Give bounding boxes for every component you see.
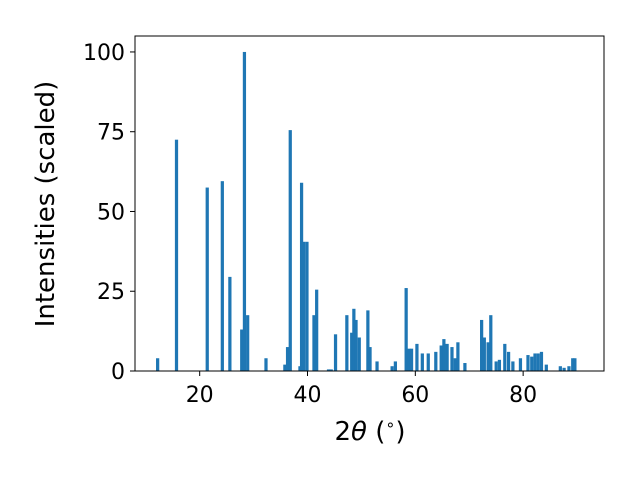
y-tick-label: 100 bbox=[83, 41, 125, 66]
bar bbox=[240, 329, 244, 371]
y-axis-ticks: 0 25 50 75 100 bbox=[83, 41, 135, 385]
bar bbox=[156, 358, 160, 371]
bar bbox=[350, 332, 354, 371]
bar bbox=[453, 358, 457, 371]
bar bbox=[174, 139, 179, 371]
x-tick-label: 20 bbox=[186, 383, 214, 408]
bar bbox=[539, 351, 544, 371]
bar bbox=[497, 359, 502, 371]
bar bbox=[463, 363, 467, 371]
bar bbox=[434, 351, 438, 371]
bar bbox=[573, 358, 577, 371]
bar bbox=[409, 348, 414, 371]
y-tick-label: 0 bbox=[111, 360, 125, 385]
bar bbox=[220, 181, 224, 371]
bar bbox=[264, 358, 268, 371]
bar bbox=[450, 347, 454, 371]
bar bbox=[404, 288, 408, 371]
bar bbox=[375, 361, 379, 371]
bar bbox=[426, 353, 430, 371]
bar bbox=[562, 367, 566, 371]
bar bbox=[283, 364, 287, 371]
bar bbox=[536, 353, 540, 371]
bar bbox=[518, 358, 523, 371]
bar bbox=[329, 369, 333, 371]
bar bbox=[390, 366, 394, 371]
bar bbox=[393, 361, 397, 371]
bar bbox=[526, 355, 530, 371]
bar bbox=[482, 337, 486, 371]
bar bbox=[494, 361, 498, 371]
bar bbox=[315, 289, 319, 371]
bar bbox=[354, 319, 358, 371]
bar bbox=[333, 334, 338, 371]
bar bbox=[489, 315, 493, 371]
bar bbox=[302, 241, 306, 371]
bar bbox=[530, 356, 534, 371]
bar bbox=[357, 337, 361, 371]
x-axis-ticks: 20 40 60 80 bbox=[186, 371, 537, 408]
y-tick-label: 75 bbox=[97, 121, 125, 146]
y-axis-label: Intensities (scaled) bbox=[31, 81, 61, 328]
bar bbox=[285, 347, 290, 371]
bar bbox=[442, 339, 446, 371]
bar bbox=[511, 361, 515, 371]
bar bbox=[242, 51, 247, 371]
bar bbox=[544, 364, 548, 371]
bar bbox=[533, 353, 537, 371]
bar bbox=[558, 366, 562, 371]
bar bbox=[246, 315, 250, 371]
bar bbox=[345, 315, 349, 371]
bar bbox=[298, 366, 302, 371]
bar bbox=[503, 343, 507, 371]
bar bbox=[456, 342, 460, 371]
x-axis-label: 2θ (∘) bbox=[334, 415, 405, 447]
bar bbox=[415, 343, 419, 371]
bar bbox=[205, 187, 209, 371]
y-tick-label: 25 bbox=[97, 280, 125, 305]
bar bbox=[326, 369, 331, 371]
bar bbox=[305, 241, 309, 371]
y-tick-label: 50 bbox=[97, 200, 125, 225]
bar bbox=[420, 353, 424, 371]
axes-frame bbox=[134, 35, 605, 372]
bar bbox=[439, 345, 443, 371]
bar bbox=[480, 319, 484, 371]
x-tick-label: 80 bbox=[509, 383, 537, 408]
bar bbox=[567, 366, 571, 371]
bar bbox=[368, 347, 372, 371]
bar bbox=[312, 315, 316, 371]
bar bbox=[486, 342, 490, 371]
bar bbox=[506, 351, 511, 371]
bar bbox=[228, 276, 232, 371]
x-tick-label: 40 bbox=[294, 383, 322, 408]
bar bbox=[288, 130, 292, 371]
x-tick-label: 60 bbox=[401, 383, 429, 408]
bar bbox=[352, 308, 356, 371]
bar bbox=[366, 310, 370, 371]
bar bbox=[407, 348, 411, 371]
bar bbox=[445, 343, 449, 371]
bar bbox=[299, 182, 304, 371]
bars-group bbox=[156, 51, 577, 371]
bar bbox=[571, 358, 575, 371]
